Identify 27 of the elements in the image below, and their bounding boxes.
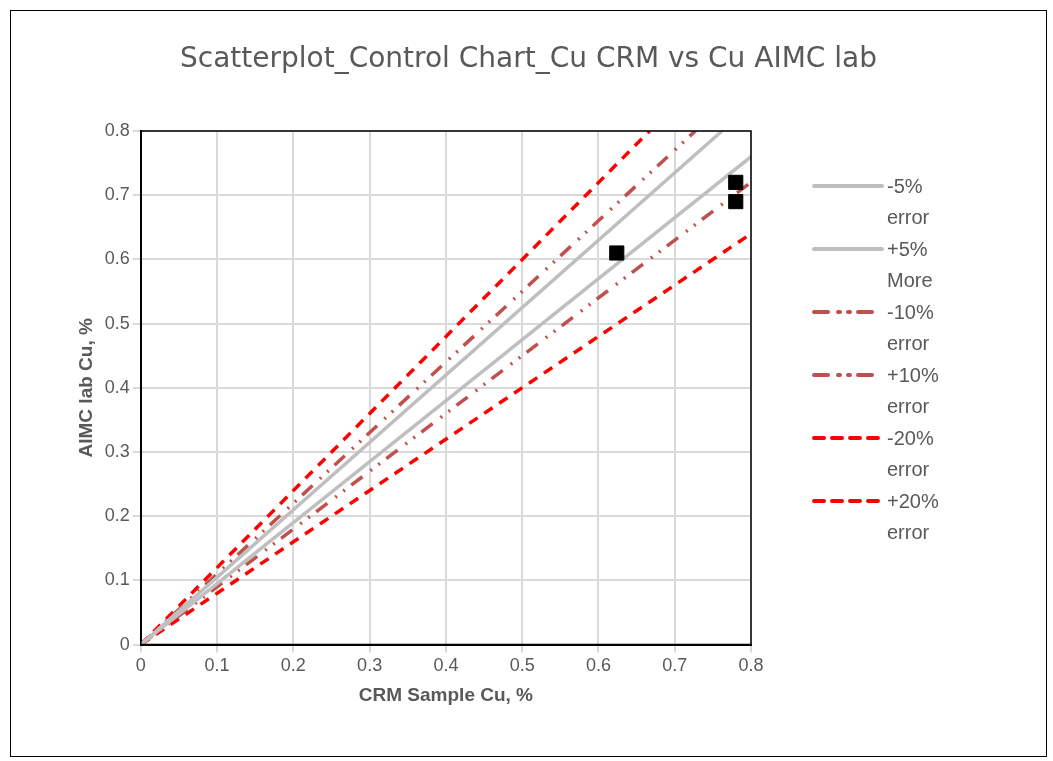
legend-label: +5% More (887, 237, 934, 293)
y-tick-label: 0.8 (104, 119, 130, 140)
x-tick-label: 0.1 (204, 655, 230, 676)
y-tick-label: 0.5 (104, 312, 130, 333)
y-axis-title: AIMC lab Cu, % (74, 318, 96, 458)
chart-title: Scatterplot_Control Chart_Cu CRM vs Cu AIMC lab (179, 41, 878, 74)
x-tick-label: 0.8 (738, 655, 764, 676)
y-tick-label: 0.7 (104, 184, 130, 205)
legend-label: +10% error (887, 363, 940, 419)
y-tick-label: 0.4 (104, 376, 130, 397)
y-tick-label: 0.3 (104, 440, 130, 461)
legend-label: -5% error (887, 174, 931, 230)
legend-label: +20% error (887, 489, 940, 545)
x-tick-label: 0.6 (585, 655, 611, 676)
y-tick-label: 0 (119, 633, 130, 654)
y-tick-label: 0.2 (104, 505, 130, 526)
x-axis-title: CRM Sample Cu, % (358, 683, 534, 705)
legend-label: -10% error (887, 300, 935, 356)
x-tick-label: 0.5 (509, 655, 535, 676)
y-tick-label: 0.6 (104, 248, 130, 269)
y-tick-label: 0.1 (104, 569, 130, 590)
x-tick-label: 0.4 (433, 655, 459, 676)
x-tick-label: 0.2 (280, 655, 306, 676)
x-tick-label: 0 (135, 655, 146, 676)
x-tick-label: 0.3 (357, 655, 383, 676)
x-tick-label: 0.7 (662, 655, 688, 676)
legend-label: -20% error (887, 426, 935, 482)
